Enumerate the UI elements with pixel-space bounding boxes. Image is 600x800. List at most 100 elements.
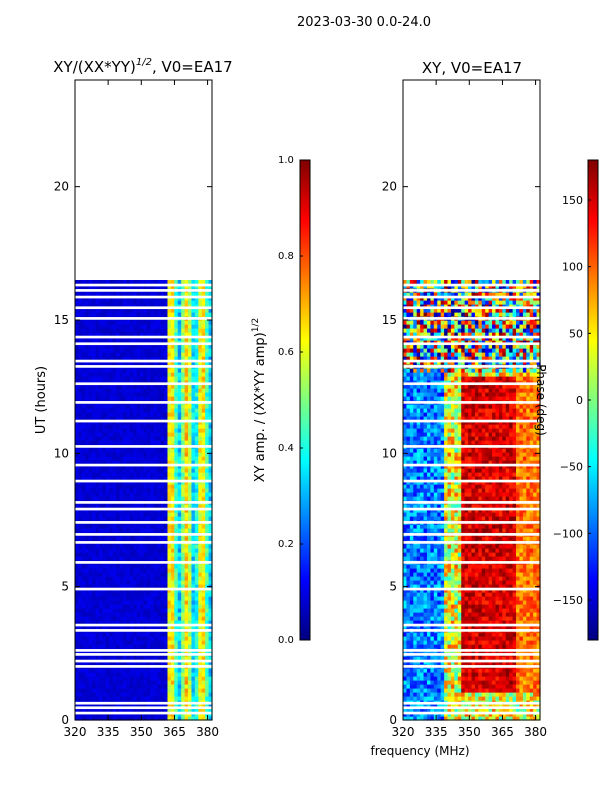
heatmap-cell [170, 432, 175, 437]
heatmap-cell [201, 428, 206, 433]
heatmap-cell [170, 372, 175, 377]
heatmap-cell [201, 372, 206, 377]
heatmap-cell [413, 680, 418, 685]
heatmap-cell [92, 404, 97, 409]
heatmap-cell [188, 436, 193, 441]
heatmap-cell [122, 644, 127, 649]
heatmap-cell [170, 392, 175, 397]
heatmap-cell [143, 412, 148, 417]
heatmap-cell [78, 568, 83, 573]
heatmap-cell [98, 644, 103, 649]
heatmap-cell [136, 604, 141, 609]
heatmap-cell [150, 528, 155, 533]
heatmap-cell [188, 332, 193, 337]
heatmap-cell [164, 280, 169, 285]
heatmap-cell [150, 604, 155, 609]
heatmap-cell [205, 484, 210, 489]
heatmap-cell [184, 600, 189, 605]
heatmap-cell [492, 708, 497, 713]
heatmap-cell [512, 696, 517, 701]
heatmap-cell [136, 332, 141, 337]
heatmap-cell [102, 436, 107, 441]
heatmap-cell [174, 504, 179, 509]
heatmap-cell [75, 388, 80, 393]
heatmap-cell [153, 668, 158, 673]
heatmap-cell [409, 688, 414, 693]
heatmap-cell [181, 688, 186, 693]
heatmap-cell [88, 552, 93, 557]
heatmap-cell [188, 668, 193, 673]
heatmap-cell [133, 584, 138, 589]
heatmap-cell [201, 384, 206, 389]
heatmap-cell [105, 680, 110, 685]
heatmap-cell [174, 576, 179, 581]
heatmap-cell [133, 556, 138, 561]
heatmap-cell [153, 292, 158, 297]
heatmap-cell [119, 488, 124, 493]
heatmap-cell [119, 432, 124, 437]
heatmap-cell [416, 684, 421, 689]
heatmap-cell [81, 468, 86, 473]
heatmap-cell [433, 672, 438, 677]
heatmap-cell [433, 708, 438, 713]
heatmap-cell [164, 320, 169, 325]
heatmap-cell [112, 600, 117, 605]
heatmap-cell [208, 612, 213, 617]
heatmap-cell [136, 632, 141, 637]
heatmap-cell [164, 300, 169, 305]
flagged-gap [75, 561, 212, 564]
heatmap-cell [146, 436, 151, 441]
heatmap-cell [98, 376, 103, 381]
heatmap-cell [129, 292, 134, 297]
heatmap-cell [119, 584, 124, 589]
heatmap-cell [133, 524, 138, 529]
heatmap-cell [102, 328, 107, 333]
heatmap-cell [129, 372, 134, 377]
heatmap-cell [122, 696, 127, 701]
heatmap-cell [126, 704, 131, 709]
heatmap-cell [164, 292, 169, 297]
heatmap-cell [143, 604, 148, 609]
heatmap-cell [167, 348, 172, 353]
heatmap-cell [112, 576, 117, 581]
flagged-gap [75, 306, 212, 310]
heatmap-cell [81, 396, 86, 401]
heatmap-cell [440, 680, 445, 685]
heatmap-cell [468, 716, 473, 721]
heatmap-cell [201, 596, 206, 601]
heatmap-cell [85, 548, 90, 553]
heatmap-cell [102, 716, 107, 721]
heatmap-cell [140, 352, 145, 357]
heatmap-cell [160, 408, 165, 413]
heatmap-cell [170, 292, 175, 297]
heatmap-cell [136, 512, 141, 517]
heatmap-cell [181, 692, 186, 697]
heatmap-cell [177, 292, 182, 297]
heatmap-cell [98, 460, 103, 465]
heatmap-cell [85, 408, 90, 413]
heatmap-cell [153, 576, 158, 581]
heatmap-cell [88, 468, 93, 473]
heatmap-cell [122, 484, 127, 489]
heatmap-cell [75, 476, 80, 481]
heatmap-cell [464, 676, 469, 681]
heatmap-cell [140, 416, 145, 421]
heatmap-cell [164, 448, 169, 453]
heatmap-cell [184, 352, 189, 357]
heatmap-cell [181, 348, 186, 353]
heatmap-cell [78, 636, 83, 641]
heatmap-cell [495, 680, 500, 685]
heatmap-cell [208, 304, 213, 309]
heatmap-cell [143, 396, 148, 401]
heatmap-cell [112, 612, 117, 617]
heatmap-cell [191, 452, 196, 457]
heatmap-cell [88, 600, 93, 605]
heatmap-cell [133, 308, 138, 313]
heatmap-cell [129, 404, 134, 409]
heatmap-cell [102, 372, 107, 377]
heatmap-cell [526, 708, 531, 713]
heatmap-cell [122, 308, 127, 313]
heatmap-cell [184, 300, 189, 305]
heatmap-cell [181, 456, 186, 461]
heatmap-cell [522, 672, 527, 677]
